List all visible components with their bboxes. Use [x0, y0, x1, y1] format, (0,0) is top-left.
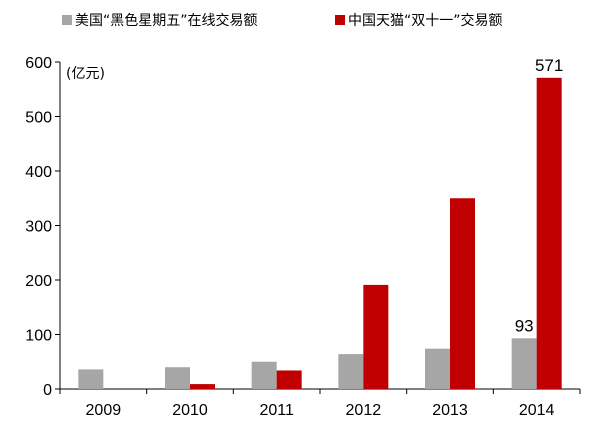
- legend-label-1: 美国“黑色星期五”在线交易额: [75, 12, 258, 29]
- x-tick-label: 2013: [432, 402, 468, 419]
- y-tick-label: 200: [25, 273, 52, 290]
- y-tick-label: 0: [43, 382, 52, 399]
- data-labels: 93 571: [515, 56, 564, 336]
- y-tick-label: 500: [25, 110, 52, 127]
- bar-series1-2013: [425, 348, 450, 389]
- bar-series1-2014: [511, 338, 537, 389]
- data-label-series2-2014: 571: [535, 56, 563, 75]
- y-tick-label: 300: [25, 219, 52, 236]
- x-tick-label: 2010: [172, 402, 208, 419]
- y-tick-label: 400: [25, 164, 52, 181]
- legend-swatch-1: [62, 15, 72, 25]
- x-tick-label: 2009: [86, 402, 122, 419]
- bars: [78, 77, 562, 390]
- data-label-series1-2014: 93: [515, 316, 534, 335]
- axes: 0 100 200 300 400 500 600 2009 2010 2011 2012 2013 2…: [25, 55, 581, 419]
- legend-swatch-2: [335, 15, 345, 25]
- bar-series2-2010: [190, 384, 215, 389]
- bar-series1-2010: [165, 367, 190, 389]
- x-tick-label: 2014: [519, 402, 555, 419]
- y-tick-label: 600: [25, 55, 52, 72]
- legend-label-2: 中国天猫“双十一”交易额: [348, 12, 503, 29]
- bar-series1-2012: [338, 354, 364, 389]
- x-tick-label: 2012: [346, 402, 382, 419]
- bar-series2-2013: [450, 198, 475, 389]
- bar-series2-2011: [276, 370, 302, 389]
- legend: 美国“黑色星期五”在线交易额 中国天猫“双十一”交易额: [62, 12, 503, 29]
- y-tick-label: 100: [25, 328, 52, 345]
- y-axis-unit-label: (亿元): [66, 66, 105, 82]
- bar-series1-2009: [78, 369, 104, 389]
- bar-series2-2012: [363, 284, 389, 389]
- bar-series1-2011: [251, 361, 277, 389]
- bar-series2-2014: [536, 77, 562, 390]
- x-tick-label: 2011: [259, 402, 294, 419]
